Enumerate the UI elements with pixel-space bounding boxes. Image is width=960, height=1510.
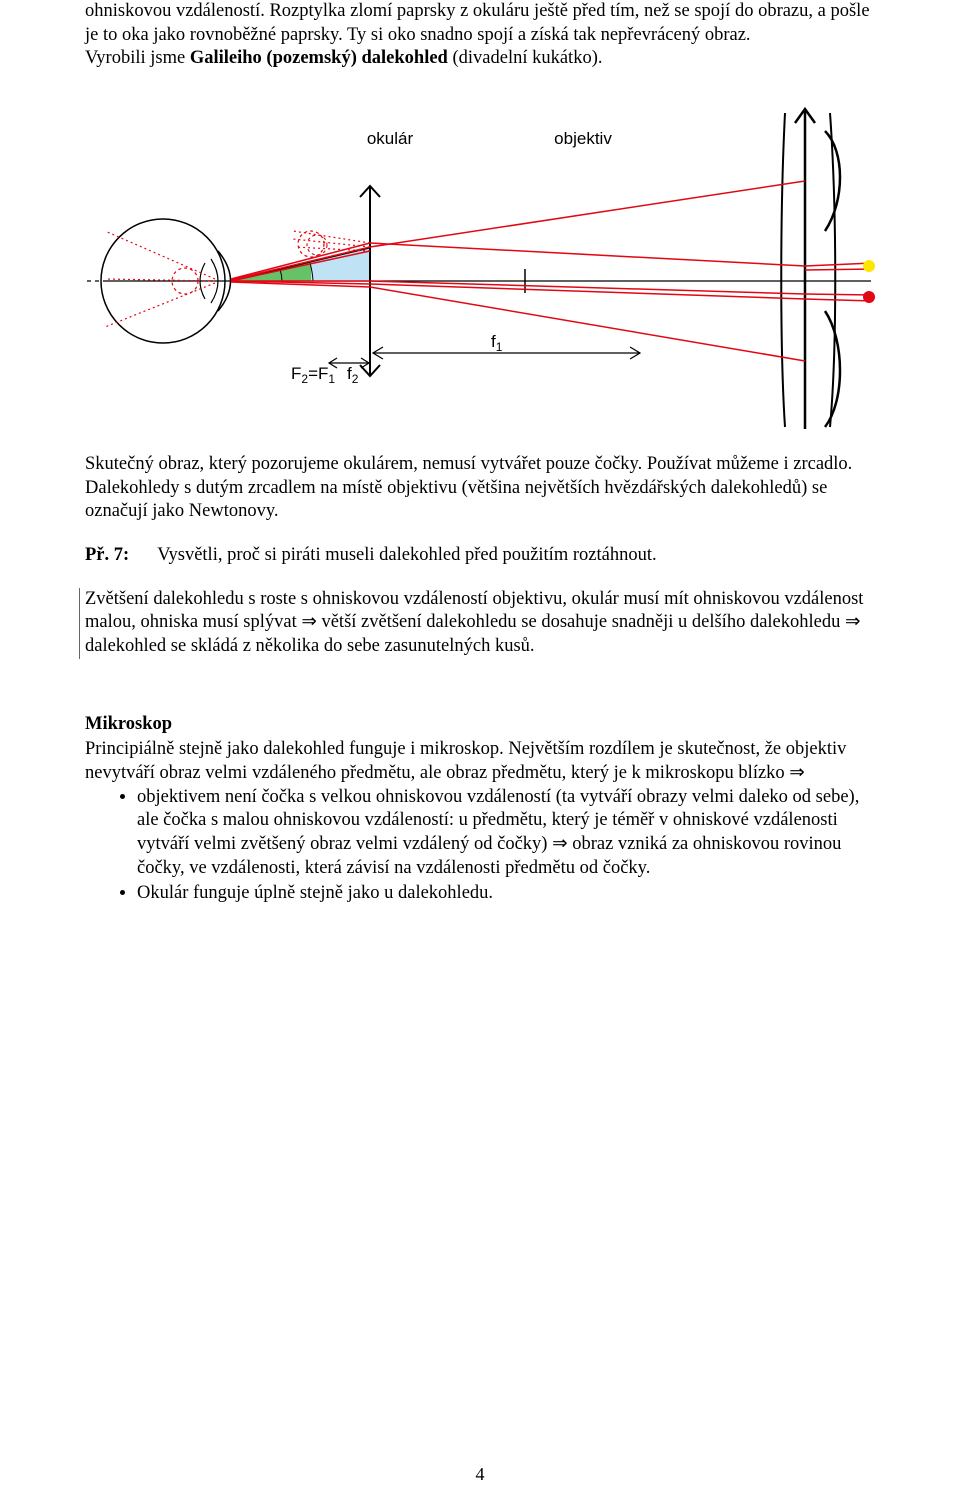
- intro-paragraph: ohniskovou vzdáleností. Rozptylka zlomí …: [85, 0, 875, 71]
- diagram-bg: [85, 91, 875, 431]
- exercise-7-label: Př. 7:: [85, 544, 129, 568]
- optical-diagram: okulár objektiv f1 F2=F1 f2: [85, 91, 875, 431]
- label-objektiv: objektiv: [554, 129, 612, 148]
- mikroskop-bullet-list: objektivem není čočka s velkou ohniskovo…: [85, 786, 875, 906]
- optical-diagram-svg: okulár objektiv f1 F2=F1 f2: [85, 91, 875, 431]
- exercise-7-text: Vysvětli, proč si piráti museli dalekohl…: [157, 544, 656, 568]
- section-title-mikroskop: Mikroskop: [85, 713, 875, 737]
- bullet-1: objektivem není čočka s velkou ohniskovo…: [137, 786, 875, 881]
- spacer: [85, 683, 875, 713]
- page-number: 4: [0, 1463, 960, 1486]
- intro-text-b-post: (divadelní kukátko).: [448, 48, 603, 68]
- red-source-dot: [863, 291, 875, 303]
- exercise-7: Př. 7: Vysvětli, proč si piráti museli d…: [85, 544, 875, 568]
- intro-text-a: ohniskovou vzdáleností. Rozptylka zlomí …: [85, 1, 870, 45]
- label-okular: okulár: [367, 129, 414, 148]
- yellow-source-dot: [863, 260, 875, 272]
- bullet-2: Okulár funguje úplně stejně jako u dalek…: [137, 882, 875, 906]
- para-newton: Skutečný obraz, který pozorujeme okuláre…: [85, 453, 875, 524]
- para-mikroskop-intro: Principiálně stejně jako dalekohled fung…: [85, 738, 875, 785]
- intro-text-b-bold: Galileiho (pozemský) dalekohled: [190, 48, 448, 68]
- intro-text-b-pre: Vyrobili jsme: [85, 48, 190, 68]
- para-magnification: Zvětšení dalekohledu s roste s ohniskovo…: [79, 588, 875, 659]
